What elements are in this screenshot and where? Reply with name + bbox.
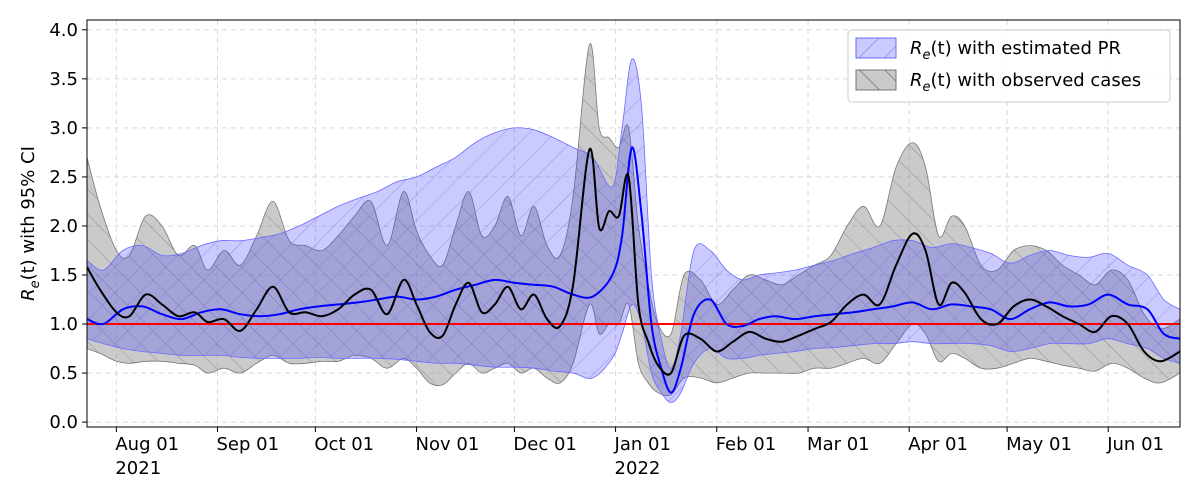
y-tick-label: 3.5 — [49, 69, 78, 90]
plot-area — [87, 43, 1180, 403]
y-axis: 0.0 0.5 1.0 1.5 2.0 2.5 3.0 3.5 4.0 — [49, 20, 87, 433]
legend-label: Re(t) with estimated PR — [910, 38, 1121, 63]
series-line-estimated — [87, 146, 1180, 394]
legend-label: Re(t) with observed cases — [910, 70, 1141, 95]
y-tick-label: 1.5 — [49, 265, 78, 286]
x-tick-label: Oct 01 — [314, 434, 374, 455]
y-tick-label: 2.5 — [49, 167, 78, 188]
x-tick-label: Apr 01 — [908, 434, 968, 455]
y-tick-label: 3.0 — [49, 118, 78, 139]
legend-box — [847, 29, 1171, 103]
x-axis: Aug 01 2021 Sep 01 Oct 01 Nov 01 Dec 01 Jan 01… — [115, 427, 1164, 479]
y-tick-label: 0.0 — [49, 412, 78, 433]
x-tick-label: Mar 01 — [807, 434, 870, 455]
y-axis-label: Re(t) with 95% CI — [18, 146, 43, 301]
x-tick-label: Feb 01 — [716, 434, 777, 455]
y-tick-label: 0.5 — [49, 363, 78, 384]
x-tick-label: May 01 — [1006, 434, 1072, 455]
y-tick-label: 1.0 — [49, 314, 78, 335]
x-tick-label: Jun 01 — [1106, 434, 1164, 455]
x-tick-year: 2022 — [615, 458, 661, 479]
x-tick-label: Jan 01 — [614, 434, 671, 455]
y-tick-label: 4.0 — [49, 20, 78, 41]
plot-frame — [86, 19, 1181, 428]
legend-swatch-hatch — [856, 38, 896, 58]
x-tick-year: 2021 — [115, 458, 161, 479]
x-tick-label: Aug 01 — [115, 434, 179, 455]
x-tick-label: Sep 01 — [217, 434, 280, 455]
y-tick-label: 2.0 — [49, 216, 78, 237]
legend-swatch-hatch — [856, 70, 896, 90]
legend: Re(t) with estimated PR Re(t) with observ… — [847, 29, 1171, 103]
x-tick-label: Nov 01 — [416, 434, 480, 455]
series-line-observed — [87, 148, 1180, 376]
x-tick-label: Dec 01 — [513, 434, 576, 455]
